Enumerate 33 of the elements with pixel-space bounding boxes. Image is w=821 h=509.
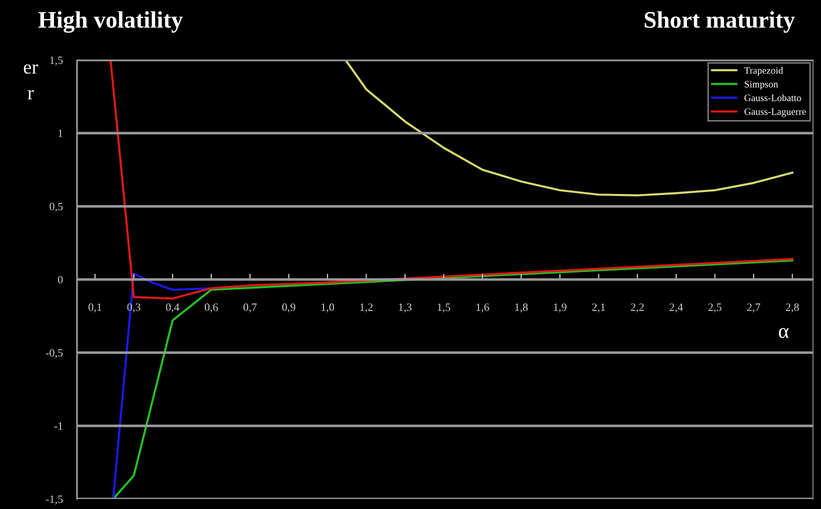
x-tick-label: 1,5 — [438, 303, 450, 313]
x-tick-label: 1,6 — [476, 303, 490, 313]
x-tick-label: 0,4 — [166, 303, 180, 313]
x-tick-label: 1,0 — [322, 303, 334, 313]
y-tick-label: -1,5 — [46, 496, 63, 505]
x-tick-label: 0,6 — [204, 303, 218, 313]
x-tick-label: 2,2 — [630, 303, 644, 313]
x-tick-label: 2,8 — [786, 303, 799, 313]
legend-label: Simpson — [744, 80, 778, 90]
legend-label: Gauss-Lobatto — [744, 94, 801, 102]
y-tick-label: 0 — [58, 276, 63, 284]
y-tick-label: 1 — [58, 130, 62, 138]
x-tick-label: 1,8 — [515, 303, 528, 313]
legend-label: Trapezoid — [744, 66, 784, 76]
y-tick-label: -1 — [54, 422, 62, 430]
legend-label: Gauss-Laguerre — [744, 108, 806, 117]
x-tick-label: 0,1 — [88, 303, 102, 313]
x-tick-label: 1,2 — [360, 303, 373, 313]
x-tick-label: 1,3 — [399, 303, 412, 313]
chart-title: High volatility — [38, 11, 183, 33]
y-tick-label: -0,5 — [46, 349, 63, 358]
x-tick-label: 2,5 — [708, 303, 722, 313]
y-tick-label: 0,5 — [50, 202, 63, 212]
x-tick-label: 2,7 — [747, 303, 760, 313]
chart-subtitle: Short maturity — [644, 11, 795, 33]
y-tick-label: 1,5 — [50, 56, 63, 66]
x-tick-label: 2,4 — [670, 303, 683, 313]
x-tick-label: 2,1 — [592, 303, 605, 313]
x-tick-label: 1,9 — [554, 303, 566, 313]
x-tick-label: 0,9 — [282, 303, 296, 313]
y-axis-title: er r — [24, 64, 38, 100]
x-axis-title: α — [778, 328, 789, 338]
x-tick-label: 0,7 — [244, 303, 257, 313]
